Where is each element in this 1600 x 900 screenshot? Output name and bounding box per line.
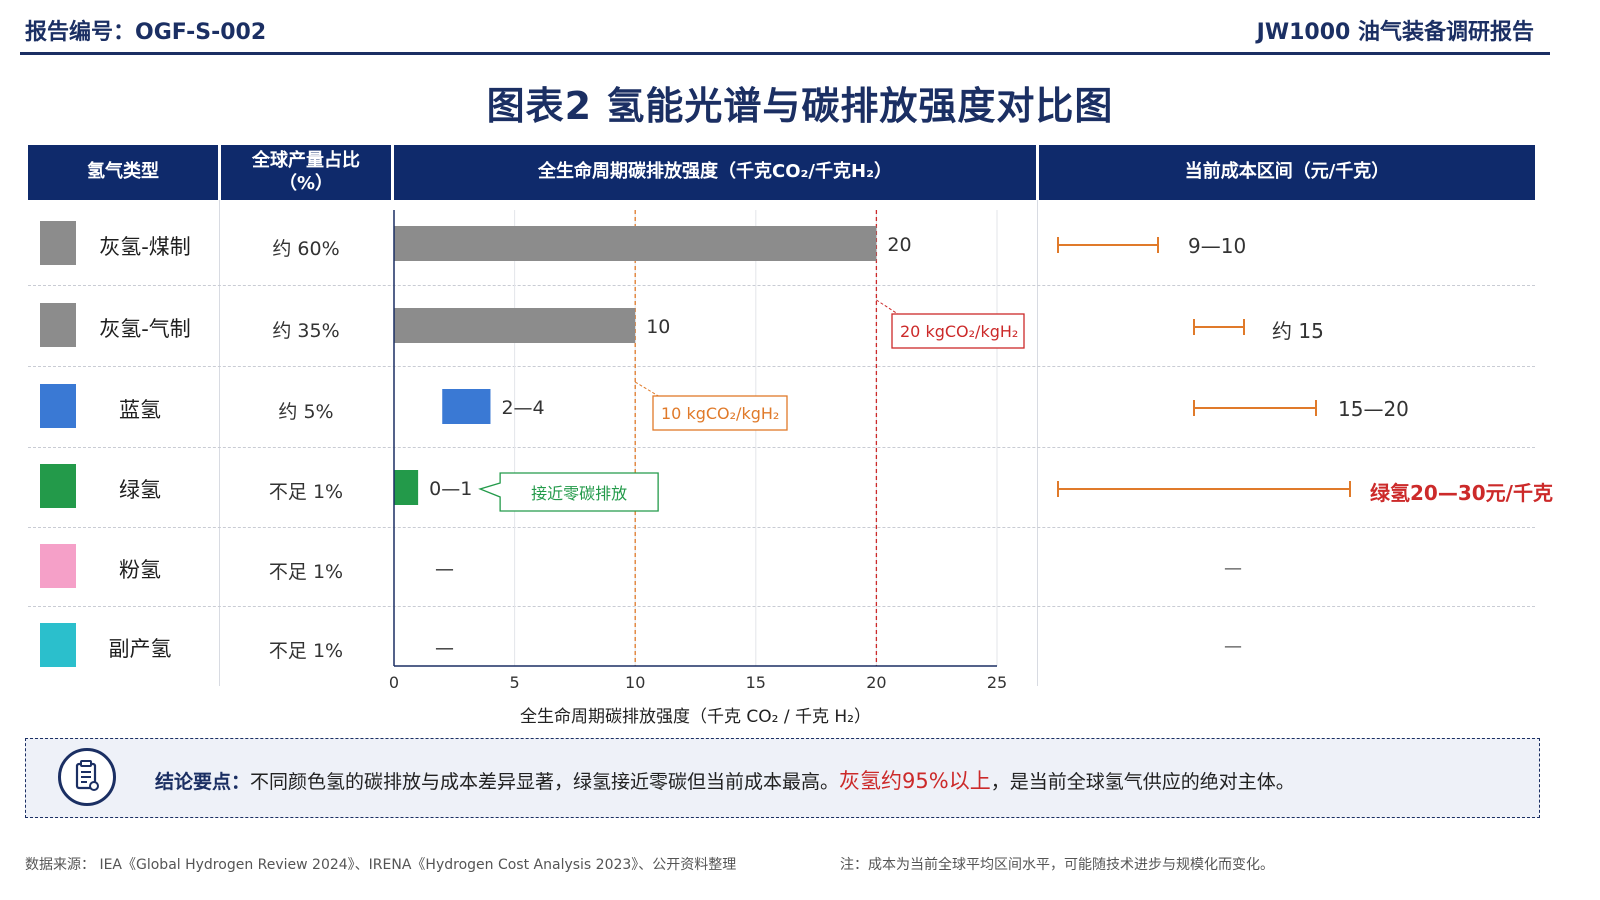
bar-value-label: — bbox=[435, 637, 454, 659]
data-labels: 20 10 2—4 0—1 — — 接近零碳排放 bbox=[429, 234, 911, 659]
cost-label: — bbox=[1224, 558, 1242, 579]
conclusion-highlight: 灰氢约95%以上 bbox=[839, 769, 991, 793]
x-tick-label: 5 bbox=[510, 673, 520, 692]
emission-bar bbox=[394, 226, 876, 261]
footnote: 注：成本为当前全球平均区间水平，可能随技术进步与规模化而变化。 bbox=[840, 854, 1274, 874]
conclusion-text: 结论要点：不同颜色氢的碳排放与成本差异显著，绿氢接近零碳但当前成本最高。灰氢约9… bbox=[155, 765, 1295, 795]
cost-label: — bbox=[1224, 636, 1242, 657]
conclusion-key: 结论要点： bbox=[155, 771, 250, 793]
cost-label: 9—10 bbox=[1188, 234, 1246, 258]
conclusion-part1: 不同颜色氢的碳排放与成本差异显著，绿氢接近零碳但当前成本最高。 bbox=[250, 771, 839, 793]
emission-bar bbox=[442, 389, 490, 424]
chart-grid bbox=[515, 210, 997, 666]
conclusion-part2: ，是当前全球氢气供应的绝对主体。 bbox=[991, 771, 1295, 793]
cost-label-green: 绿氢20—30元/千克 bbox=[1370, 477, 1553, 506]
bar-value-label: 10 bbox=[646, 316, 670, 338]
annotation-label: 20 kgCO₂/kgH₂ bbox=[900, 322, 1018, 341]
cost-label: 15—20 bbox=[1338, 397, 1409, 421]
x-tick-label: 25 bbox=[987, 673, 1007, 692]
bar-value-label: — bbox=[435, 558, 454, 580]
x-axis-label: 全生命周期碳排放强度（千克 CO₂ / 千克 H₂） bbox=[520, 707, 871, 727]
bar-value-label: 0—1 bbox=[429, 478, 472, 500]
x-tick-label: 0 bbox=[389, 673, 399, 692]
annotation-label: 10 kgCO₂/kgH₂ bbox=[661, 404, 779, 423]
clipboard-icon bbox=[58, 748, 116, 806]
cost-label: 约 15 bbox=[1272, 315, 1324, 344]
x-tick-label: 15 bbox=[746, 673, 766, 692]
emission-bar bbox=[394, 308, 635, 343]
x-axis: 0 5 10 15 20 25 全生命周期碳排放强度（千克 CO₂ / 千克 H₂） bbox=[389, 210, 1007, 727]
x-tick-label: 10 bbox=[625, 673, 645, 692]
reference-lines: 20 kgCO₂/kgH₂ 10 kgCO₂/kgH₂ bbox=[635, 210, 1024, 666]
data-source: 数据来源： IEA《Global Hydrogen Review 2024》、I… bbox=[25, 854, 736, 874]
x-tick-label: 20 bbox=[866, 673, 886, 692]
cost-ranges bbox=[1058, 237, 1350, 497]
emission-bar bbox=[394, 470, 418, 505]
bar-value-label: 2—4 bbox=[501, 397, 544, 419]
bar-value-label: 20 bbox=[887, 234, 911, 256]
callout-label: 接近零碳排放 bbox=[531, 484, 627, 503]
